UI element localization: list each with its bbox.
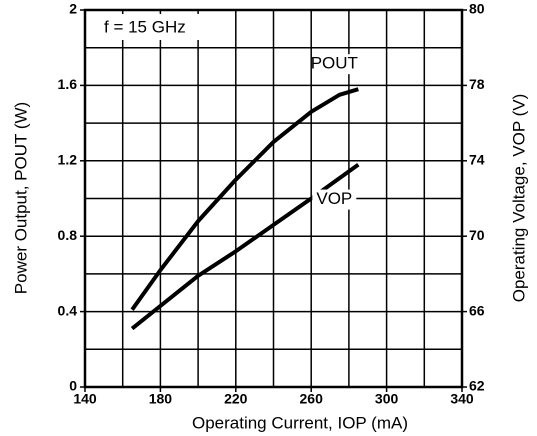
y-tick-label: 1.2 bbox=[58, 152, 78, 168]
y-tick-label: 2 bbox=[69, 1, 77, 17]
y2-tick-label: 62 bbox=[469, 378, 485, 394]
x-tick-label: 140 bbox=[73, 391, 97, 407]
y2-tick-label: 74 bbox=[469, 152, 485, 168]
series-label: POUT bbox=[311, 54, 358, 73]
annotation: f = 15 GHz bbox=[104, 17, 186, 36]
y-tick-label: 0 bbox=[69, 378, 77, 394]
x-tick-label: 260 bbox=[300, 391, 324, 407]
y2-tick-label: 80 bbox=[469, 1, 485, 17]
y2-tick-label: 70 bbox=[469, 227, 485, 243]
x-tick-label: 220 bbox=[224, 391, 248, 407]
x-tick-label: 340 bbox=[450, 391, 474, 407]
series-label-bg bbox=[312, 189, 357, 210]
series-line bbox=[130, 162, 360, 331]
annotation-box bbox=[96, 14, 216, 40]
series-label-bg bbox=[312, 54, 357, 75]
y-tick-label: 0.4 bbox=[58, 302, 78, 318]
y-axis-title: Power Output, POUT (W) bbox=[11, 102, 30, 294]
y2-tick-label: 66 bbox=[469, 302, 485, 318]
y-tick-label: 0.8 bbox=[58, 227, 78, 243]
y-tick-label: 1.6 bbox=[58, 76, 78, 92]
plot-frame bbox=[83, 8, 464, 389]
y2-axis-title: Operating Voltage, VOP (V) bbox=[509, 94, 528, 303]
x-tick-label: 180 bbox=[149, 391, 173, 407]
series-label: VOP bbox=[316, 189, 352, 208]
y2-tick-label: 78 bbox=[469, 76, 485, 92]
series-line bbox=[130, 87, 359, 311]
x-tick-label: 300 bbox=[375, 391, 399, 407]
x-axis-title: Operating Current, IOP (mA) bbox=[192, 413, 408, 432]
